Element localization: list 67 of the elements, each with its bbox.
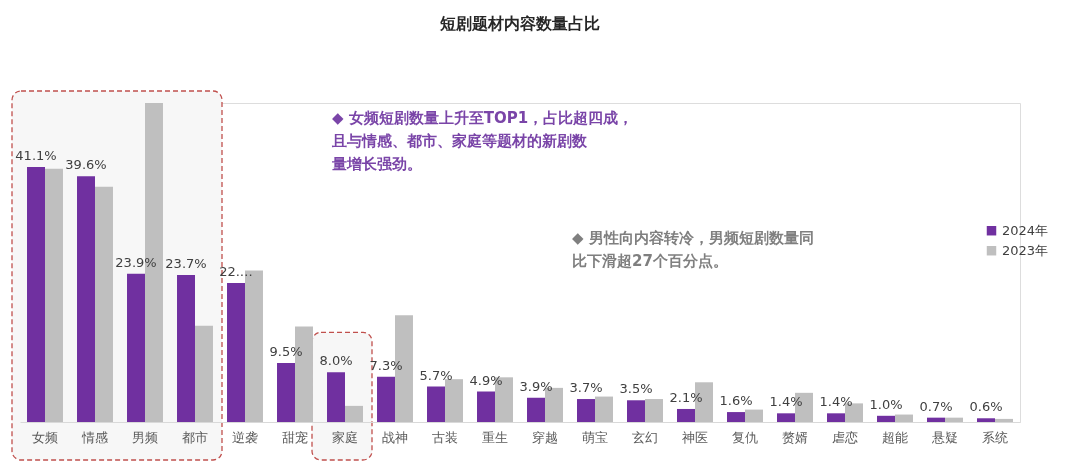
data-label: 3.9% xyxy=(519,378,553,394)
bar xyxy=(627,400,645,422)
bar xyxy=(645,399,663,422)
x-tick-label: 系统 xyxy=(982,429,1008,445)
data-label: 0.6% xyxy=(969,399,1003,415)
bar xyxy=(527,397,545,422)
x-tick-label: 古装 xyxy=(432,429,458,445)
bar xyxy=(277,363,295,422)
bar xyxy=(445,379,463,422)
bar xyxy=(977,418,995,422)
x-tick-label: 萌宝 xyxy=(582,429,608,445)
x-tick-label: 悬疑 xyxy=(931,429,958,445)
x-tick-label: 赘婿 xyxy=(782,429,808,445)
data-label: 1.0% xyxy=(869,396,903,412)
bar xyxy=(995,418,1013,422)
x-tick-label: 家庭 xyxy=(332,429,358,445)
data-label: 23.9% xyxy=(115,254,157,270)
x-tick-label: 重生 xyxy=(482,429,508,445)
data-label: 39.6% xyxy=(65,157,107,173)
bar xyxy=(477,391,495,422)
x-tick-label: 穿越 xyxy=(532,429,558,445)
data-label: 2.1% xyxy=(669,389,703,405)
bar xyxy=(895,414,913,422)
bar xyxy=(945,417,963,422)
x-tick-label: 复仇 xyxy=(732,429,758,445)
data-label: 1.4% xyxy=(819,394,853,410)
x-tick-label: 男频 xyxy=(132,429,158,445)
data-label: 9.5% xyxy=(269,344,303,360)
data-label: 41.1% xyxy=(15,147,57,163)
bar xyxy=(877,415,895,422)
data-label: 7.3% xyxy=(369,357,403,373)
x-tick-label: 都市 xyxy=(182,429,208,445)
bar xyxy=(827,413,845,422)
data-label: 5.7% xyxy=(419,367,453,383)
x-tick-label: 神医 xyxy=(682,429,708,445)
legend-label: 2024年 xyxy=(1002,222,1049,238)
chart-title: 短剧题材内容数量占比 xyxy=(439,14,600,34)
x-tick-label: 战神 xyxy=(382,429,408,445)
data-label: 0.7% xyxy=(919,398,953,414)
data-label: 3.5% xyxy=(619,381,653,397)
bar xyxy=(227,282,245,422)
bar xyxy=(677,408,695,422)
bar xyxy=(745,409,763,422)
data-label: 1.4% xyxy=(769,394,803,410)
bar xyxy=(927,417,945,422)
data-label: 23.7% xyxy=(165,255,207,271)
x-tick-label: 虐恋 xyxy=(832,429,858,445)
bar xyxy=(727,412,745,422)
x-tick-label: 女频 xyxy=(32,429,58,445)
data-label: 3.7% xyxy=(569,380,603,396)
annotation: ◆ 女频短剧数量上升至TOP1，占比超四成，且与情感、都市、家庭等题材的新剧数量增长强劲。 xyxy=(331,109,634,173)
x-tick-label: 玄幻 xyxy=(632,429,658,445)
bar xyxy=(427,386,445,422)
x-tick-label: 甜宠 xyxy=(282,429,308,445)
legend-label: 2023年 xyxy=(1002,242,1049,258)
x-tick-label: 情感 xyxy=(81,429,108,445)
bar xyxy=(595,396,613,422)
bar xyxy=(777,413,795,422)
x-tick-label: 逆袭 xyxy=(232,429,258,445)
annotation: ◆ 男性向内容转冷，男频短剧数量同比下滑超27个百分点。 xyxy=(572,229,814,270)
x-tick-label: 超能 xyxy=(882,429,908,445)
data-label: 1.6% xyxy=(719,393,753,409)
data-label: 4.9% xyxy=(469,372,503,388)
data-label: 8.0% xyxy=(319,353,353,369)
bar xyxy=(577,399,595,422)
bar xyxy=(377,376,395,422)
data-label: 22.… xyxy=(219,263,253,279)
